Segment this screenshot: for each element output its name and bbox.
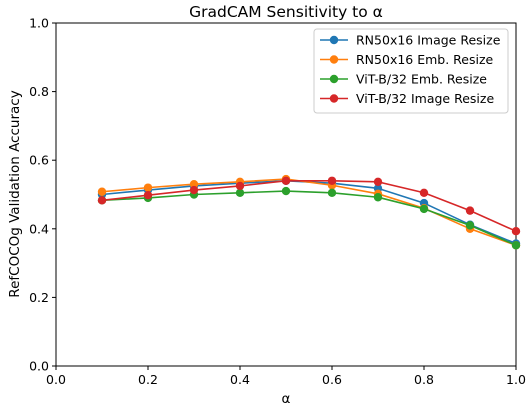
data-point <box>327 176 337 185</box>
y-axis-label: RefCOCOg Validation Accuracy <box>7 90 23 297</box>
y-tick-label: 0.4 <box>29 221 49 236</box>
data-point <box>511 241 521 250</box>
data-point <box>281 186 291 196</box>
y-tick-label: 0.2 <box>29 290 49 305</box>
x-axis-label: α <box>282 391 291 407</box>
x-tick-label: 0.6 <box>322 372 342 387</box>
legend-label: ViT-B/32 Emb. Resize <box>356 72 487 87</box>
y-tick-label: 0.0 <box>29 359 49 374</box>
legend-marker <box>329 55 339 64</box>
series-line <box>101 179 517 245</box>
y-tick-label: 0.6 <box>29 153 49 168</box>
data-point <box>235 188 245 197</box>
data-point <box>373 193 383 202</box>
legend: RN50x16 Image Resize RN50x16 Emb. Resize V… <box>313 28 509 114</box>
series-line <box>101 190 517 246</box>
plot-area: 0.0 0.2 0.4 0.6 0.8 1.0 0.0 0.2 0.4 0.6 0.8 1.0 <box>29 16 526 388</box>
series-line <box>101 179 517 232</box>
y-tick-label: 1.0 <box>29 16 49 31</box>
data-point <box>511 227 521 236</box>
x-tick-label: 0.8 <box>414 372 434 387</box>
x-tick-label: 1.0 <box>506 372 526 387</box>
legend-label: ViT-B/32 Image Resize <box>356 91 494 106</box>
legend-box <box>313 28 509 114</box>
data-point <box>189 185 199 195</box>
data-point <box>143 183 153 192</box>
legend-label: RN50x16 Emb. Resize <box>356 52 494 67</box>
plot-frame <box>55 22 517 367</box>
x-tick-label: 0.2 <box>138 372 158 387</box>
data-point <box>281 176 291 185</box>
legend-marker <box>329 94 339 103</box>
chart-title: GradCAM Sensitivity to α <box>189 3 383 21</box>
legend-marker <box>329 74 339 84</box>
data-point <box>465 206 475 215</box>
x-tick-label: 0.4 <box>230 372 250 387</box>
data-point <box>465 221 475 230</box>
data-point <box>143 190 153 200</box>
data-point <box>97 196 107 205</box>
data-point <box>419 204 429 214</box>
data-point <box>419 188 429 197</box>
legend-marker <box>329 35 339 45</box>
data-point <box>373 177 383 187</box>
series-line <box>101 178 517 247</box>
y-tick-label: 0.8 <box>29 84 49 99</box>
data-point <box>189 180 199 189</box>
data-point <box>327 188 337 197</box>
legend-label: RN50x16 Image Resize <box>356 33 501 48</box>
x-tick-label: 0.0 <box>46 372 66 387</box>
data-point <box>235 181 245 191</box>
data-point <box>97 187 107 196</box>
